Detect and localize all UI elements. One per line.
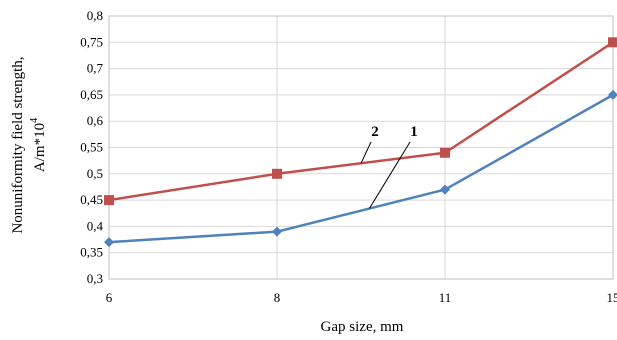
x-tick-label: 15 [607,290,617,305]
callout-leader [369,142,410,209]
y-tick-label: 0,6 [87,113,104,128]
data-point [440,148,450,158]
callout-label: 2 [371,124,379,140]
data-point [272,227,282,237]
data-point [104,195,114,205]
y-axis-title: Nonuniformity field strength, A/m*104 [10,56,48,233]
y-tick-label: 0,3 [87,271,103,286]
x-tick-label: 6 [106,290,113,305]
x-tick-label: 8 [274,290,281,305]
y-axis-unit: A/m*10 [32,123,48,172]
y-tick-label: 0,8 [87,8,103,23]
data-point [608,37,617,47]
y-tick-label: 0,35 [80,245,103,260]
y-axis-title-line1: Nonuniformity field strength, [10,56,26,233]
x-axis-title: Gap size, mm [321,319,404,335]
callout-label: 1 [410,124,418,140]
y-axis-title-line2: A/m*104 [29,118,48,172]
callout-leader [361,142,371,163]
data-point [608,90,617,100]
x-tick-label: 11 [439,290,452,305]
data-point [104,237,114,247]
axes: 0,3 0,35 0,4 0,45 0,5 0,55 0,6 0,65 0,7 0,75 0,8 6 8… [80,8,617,305]
y-tick-label: 0,55 [80,140,103,155]
data-point [440,185,450,195]
grid [109,16,613,279]
y-tick-label: 0,75 [80,34,103,49]
y-tick-label: 0,45 [80,192,103,207]
labels: Gap size, mm Nonuniformity field strengt… [10,56,404,335]
y-axis-exponent: 4 [29,118,40,123]
y-tick-label: 0,7 [87,61,104,76]
y-tick-label: 0,5 [87,166,103,181]
data-point [272,169,282,179]
y-tick-label: 0,65 [80,87,103,102]
y-tick-label: 0,4 [87,218,104,233]
series-1 [104,90,617,247]
series-line [109,95,613,242]
